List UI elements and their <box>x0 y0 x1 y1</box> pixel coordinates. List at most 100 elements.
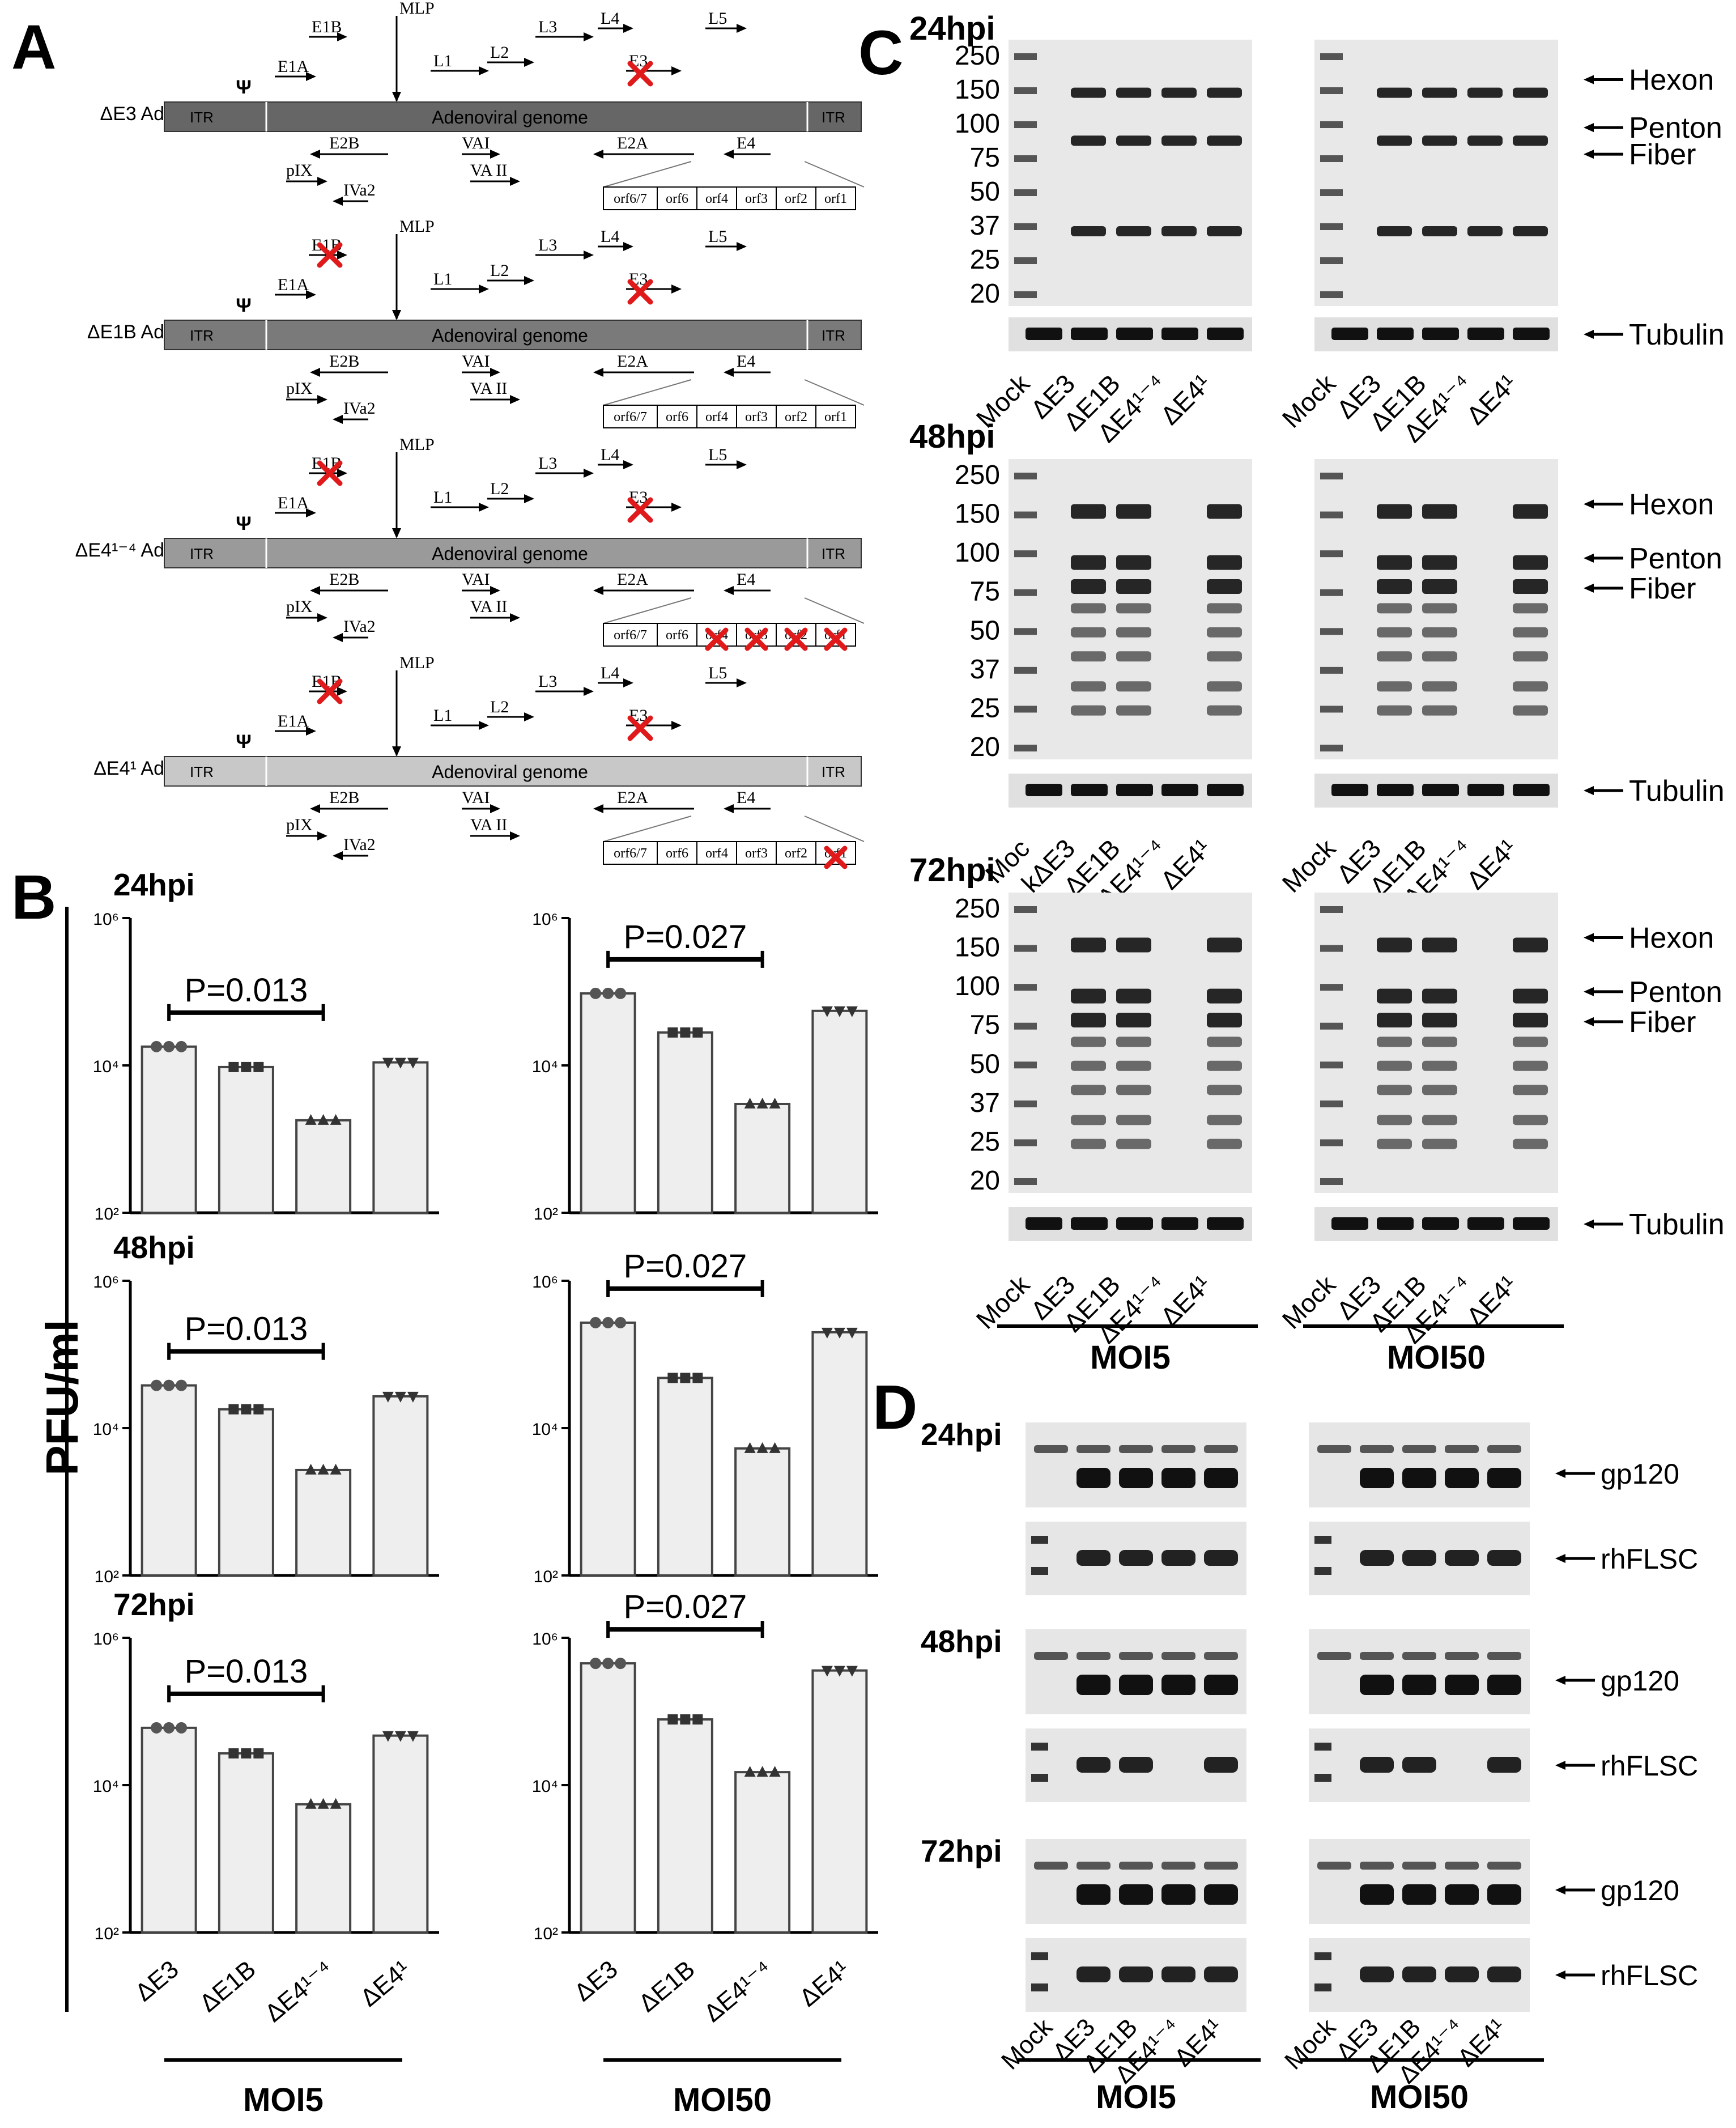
gp120-band-upper <box>1317 1862 1351 1870</box>
gene-arrowhead-L2 <box>524 276 534 285</box>
protein-band <box>1513 87 1548 98</box>
bar-2 <box>734 1102 791 1214</box>
panel-c-western-blots: 24hpi2501501007550372520MockΔE3ΔE1BΔE4¹⁻… <box>909 10 1725 1376</box>
ladder-band <box>1014 121 1037 128</box>
data-point <box>756 1766 768 1777</box>
gene-arrowhead <box>317 177 327 186</box>
chart-title: 24hpi <box>113 867 195 902</box>
ladder-band <box>1014 189 1037 196</box>
data-point <box>305 1798 317 1809</box>
tubulin-band <box>1071 1217 1108 1230</box>
gene-arrowhead-E3 <box>671 721 682 730</box>
gene-arrowhead <box>333 633 343 642</box>
band-arrowhead <box>1584 123 1594 133</box>
protein-band <box>1116 87 1151 98</box>
ladder-band <box>1320 87 1343 94</box>
group-label: MOI5 <box>1096 2079 1176 2116</box>
data-point <box>394 1731 406 1742</box>
gene-label-E2B: E2B <box>329 570 359 589</box>
ladder-band <box>1320 945 1343 952</box>
data-point <box>163 1722 175 1734</box>
band-label: Fiber <box>1629 1006 1696 1039</box>
data-point <box>151 1379 163 1391</box>
gene-label-E2B: E2B <box>329 134 359 152</box>
protein-band <box>1377 603 1412 614</box>
orf-box-orf6-7 <box>603 186 658 210</box>
gene-arrowhead <box>333 415 343 424</box>
gp120-band-upper <box>1317 1652 1351 1660</box>
protein-band <box>1377 1139 1412 1149</box>
ladder-band <box>1320 121 1343 128</box>
gene-label-VAI: VAI <box>462 134 490 152</box>
gene-label-L1: L1 <box>433 706 452 725</box>
mlp-arrow-head <box>392 746 401 757</box>
gene-arrowhead <box>317 613 327 622</box>
protein-band <box>1207 1139 1242 1149</box>
rhflsc-band <box>1487 1757 1521 1773</box>
lane-label: ΔE4¹ <box>1169 2013 1228 2072</box>
orf-deletion-x <box>744 627 768 651</box>
gene-label-VAII: VA II <box>470 597 507 616</box>
blot-membrane <box>1314 40 1558 306</box>
gene-arrowhead <box>724 586 734 595</box>
y-tick-label: 10² <box>534 1925 558 1943</box>
bar-1 <box>657 1718 713 1934</box>
protein-band <box>1116 1085 1151 1095</box>
orf-box-orf1 <box>815 623 856 647</box>
gene-label-L3: L3 <box>538 672 557 691</box>
gene-label-L2: L2 <box>490 479 509 498</box>
gp120-membrane <box>1309 1629 1530 1714</box>
data-point <box>151 1040 163 1052</box>
gene-label-E1A: E1A <box>278 712 309 730</box>
itr-right-label: ITR <box>822 545 845 562</box>
protein-band <box>1377 555 1412 570</box>
protein-band <box>1377 988 1412 1004</box>
band-arrowhead <box>1584 786 1594 795</box>
band-label: rhFLSC <box>1601 1543 1698 1575</box>
protein-band <box>1207 988 1242 1004</box>
bar-1 <box>218 1065 274 1214</box>
gp120-band <box>1360 1675 1394 1695</box>
data-point <box>756 1442 768 1453</box>
protein-band <box>1071 651 1106 662</box>
ladder-band <box>1314 1983 1331 1991</box>
tubulin-band <box>1161 328 1198 340</box>
p-value: P=0.013 <box>185 972 308 1009</box>
data-point <box>833 1327 845 1339</box>
ladder-band <box>1320 745 1343 751</box>
timepoint-label: 72hpi <box>909 852 995 889</box>
construct-label: ΔE1B Ad <box>87 321 164 343</box>
gene-arrowhead <box>510 395 520 404</box>
data-point <box>846 1006 858 1017</box>
bar-0 <box>141 1045 197 1214</box>
tubulin-band <box>1071 784 1108 796</box>
gp120-band-upper <box>1204 1445 1238 1453</box>
gp120-band-upper <box>1360 1652 1394 1660</box>
gp120-band-upper <box>1402 1862 1436 1870</box>
protein-band <box>1422 1060 1457 1071</box>
y-tick-label: 10² <box>534 1568 558 1586</box>
group-label: MOI50 <box>1370 2079 1469 2116</box>
gene-label-MLP: MLP <box>399 435 435 454</box>
ladder-band <box>1320 189 1343 196</box>
data-point <box>407 1057 419 1069</box>
ladder-band <box>1031 1536 1048 1544</box>
gene-label-L3: L3 <box>538 454 557 473</box>
data-point <box>744 1097 756 1108</box>
ladder-band <box>1320 1061 1343 1069</box>
ladder-band <box>1014 945 1037 952</box>
gp120-band-upper <box>1487 1862 1521 1870</box>
gene-label-E4: E4 <box>737 134 755 152</box>
protein-band <box>1377 1115 1412 1125</box>
x-tick-label: ΔE4¹⁻⁴ <box>699 1955 777 2028</box>
data-point <box>163 1040 175 1052</box>
y-tick-label: 10⁴ <box>93 1057 119 1076</box>
lane-label: ΔE4¹ <box>1461 833 1522 895</box>
d-block-1: 48hpi gp120 rhFLSC <box>921 1624 1698 1802</box>
gp120-band <box>1119 1675 1153 1695</box>
ladder-band <box>1314 1536 1331 1544</box>
protein-band <box>1071 1060 1106 1071</box>
e1b-deletion-x <box>317 678 343 704</box>
